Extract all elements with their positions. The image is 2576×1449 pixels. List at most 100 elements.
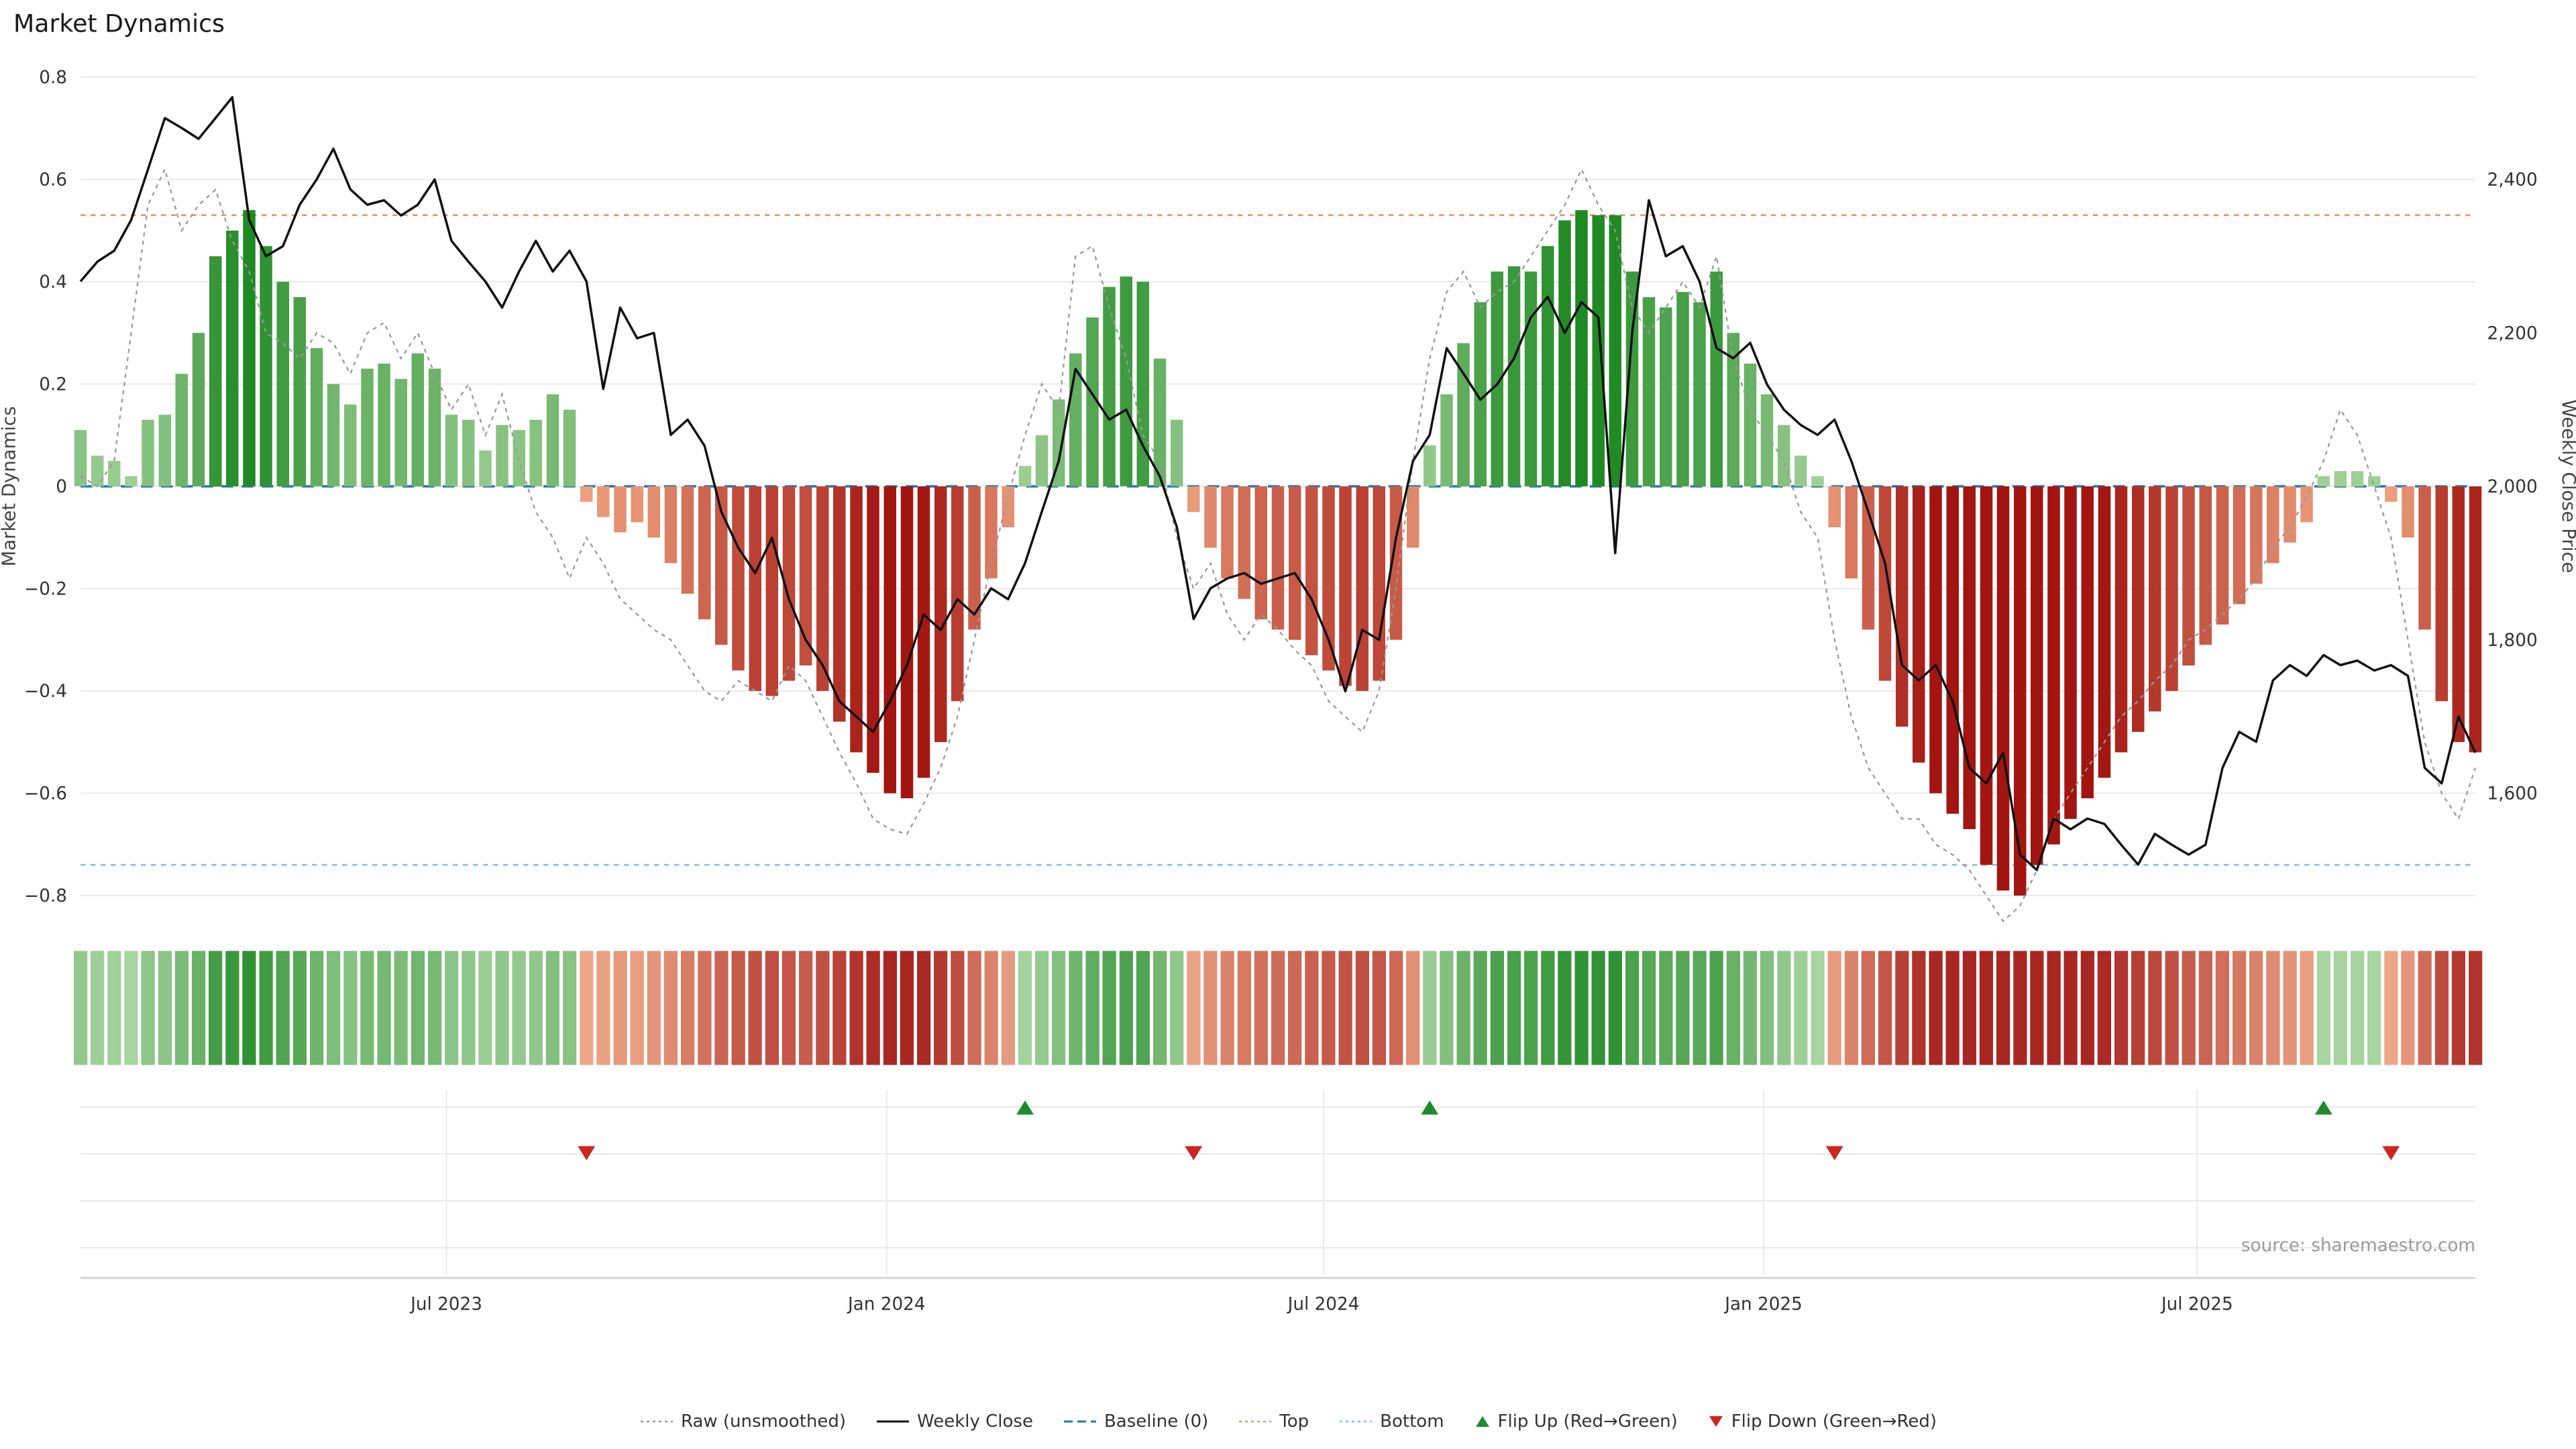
heatmap-cell bbox=[377, 951, 391, 1065]
dynamics-bar bbox=[934, 486, 947, 743]
heatmap-cell bbox=[1372, 951, 1386, 1065]
dynamics-bar bbox=[1676, 292, 1689, 486]
heatmap-cell bbox=[1659, 951, 1673, 1065]
dynamics-bar bbox=[108, 461, 121, 487]
dynamics-bar bbox=[1120, 276, 1132, 486]
flip-down-marker bbox=[1825, 1146, 1843, 1161]
heatmap-cell bbox=[1945, 951, 1960, 1065]
dynamics-bar bbox=[968, 486, 981, 630]
heatmap-cell bbox=[647, 951, 661, 1065]
dynamics-bar bbox=[125, 476, 138, 486]
heatmap-cell bbox=[1119, 951, 1133, 1065]
dynamics-bar bbox=[1710, 271, 1723, 486]
heatmap-cell bbox=[462, 951, 476, 1065]
heatmap-cell bbox=[242, 951, 256, 1065]
dynamics-bar bbox=[2267, 486, 2279, 564]
dynamics-bar bbox=[2317, 476, 2330, 486]
dynamics-bar bbox=[1474, 302, 1487, 486]
dynamics-bar bbox=[2284, 486, 2296, 543]
dynamics-bar bbox=[1221, 486, 1234, 579]
heatmap-cell bbox=[2080, 951, 2094, 1065]
legend-item-top: Top bbox=[1238, 1411, 1309, 1432]
dynamics-bar bbox=[1693, 302, 1706, 486]
dynamics-bar bbox=[175, 374, 188, 486]
dynamics-bar bbox=[1896, 486, 1909, 727]
dynamics-bar bbox=[951, 486, 964, 702]
flip-down-marker bbox=[578, 1146, 596, 1161]
legend-label-baseline-0: Baseline (0) bbox=[1104, 1411, 1209, 1432]
dynamics-bar bbox=[209, 256, 222, 487]
dynamics-bar bbox=[1289, 486, 1301, 640]
dynamics-bar bbox=[1592, 215, 1605, 486]
heatmap-cell bbox=[883, 951, 897, 1065]
dynamics-bar bbox=[1524, 271, 1538, 486]
heatmap-cell bbox=[2333, 951, 2347, 1065]
heatmap-cell bbox=[1254, 951, 1268, 1065]
dynamics-bar bbox=[1609, 215, 1621, 486]
heatmap-cell bbox=[2434, 951, 2449, 1065]
heatmap-cell bbox=[613, 951, 627, 1065]
dynamics-bar bbox=[546, 394, 559, 486]
heatmap-cell bbox=[2469, 951, 2483, 1065]
dynamics-bar bbox=[2452, 486, 2465, 743]
heatmap-cell bbox=[2047, 951, 2061, 1065]
heatmap-cell bbox=[1288, 951, 1302, 1065]
dynamics-bar bbox=[462, 419, 475, 486]
legend-label-flip-up-red-green: Flip Up (Red→Green) bbox=[1497, 1411, 1678, 1432]
dynamics-bar bbox=[1171, 419, 1183, 486]
dynamics-bar bbox=[1558, 220, 1571, 486]
heatmap-cell bbox=[2131, 951, 2145, 1065]
heatmap-cell bbox=[816, 951, 830, 1065]
dynamics-bar bbox=[732, 486, 745, 671]
dynamics-bar bbox=[2081, 486, 2094, 798]
heatmap-cell bbox=[1490, 951, 1504, 1065]
heatmap-cell bbox=[158, 951, 172, 1065]
heatmap-cell bbox=[2300, 951, 2314, 1065]
heatmap-cell bbox=[2063, 951, 2078, 1065]
dynamics-bar bbox=[2435, 486, 2448, 702]
heatmap-cell bbox=[495, 951, 509, 1065]
dynamics-bar bbox=[1542, 246, 1554, 486]
dynamics-bar bbox=[900, 486, 914, 798]
dynamics-bar bbox=[1507, 266, 1521, 486]
legend-swatch-flip-up-red-green bbox=[1475, 1416, 1489, 1427]
heatmap-cell bbox=[192, 951, 206, 1065]
dynamics-bar bbox=[327, 384, 340, 486]
dynamics-bar bbox=[2199, 486, 2212, 645]
legend-item-weekly-close: Weekly Close bbox=[875, 1411, 1033, 1432]
y-right-tick-label: 2,400 bbox=[2487, 170, 2538, 191]
legend-label-flip-down-green-red: Flip Down (Green→Red) bbox=[1731, 1411, 1937, 1432]
heatmap-cell bbox=[934, 951, 948, 1065]
source-credit: source: sharemaestro.com bbox=[2241, 1236, 2475, 1256]
dynamics-bar bbox=[664, 486, 678, 564]
heatmap-cell bbox=[2367, 951, 2381, 1065]
heatmap-cell bbox=[360, 951, 374, 1065]
heatmap-cell bbox=[1726, 951, 1740, 1065]
heatmap-cell bbox=[1861, 951, 1875, 1065]
heatmap-cell bbox=[529, 951, 543, 1065]
dynamics-bar bbox=[1760, 394, 1774, 486]
dynamics-bar bbox=[411, 353, 424, 486]
dynamics-bar bbox=[1356, 486, 1368, 691]
heatmap-cell bbox=[2384, 951, 2398, 1065]
dynamics-bar bbox=[276, 282, 289, 486]
dynamics-bar bbox=[91, 455, 104, 486]
heatmap-cell bbox=[1406, 951, 1420, 1065]
dynamics-bar bbox=[1457, 343, 1470, 486]
dynamics-bar bbox=[1929, 486, 1942, 794]
heatmap-cell bbox=[698, 951, 712, 1065]
heatmap-cell bbox=[2165, 951, 2179, 1065]
dynamics-bar bbox=[1103, 286, 1116, 487]
heatmap-cell bbox=[327, 951, 341, 1065]
heatmap-cell bbox=[1035, 951, 1049, 1065]
dynamics-bar bbox=[1373, 486, 1385, 681]
heatmap-cell bbox=[2351, 951, 2365, 1065]
dynamics-bar bbox=[2047, 486, 2060, 845]
dynamics-bar bbox=[631, 486, 643, 523]
heatmap-cell bbox=[2013, 951, 2027, 1065]
heatmap-cell bbox=[276, 951, 290, 1065]
heatmap-cell bbox=[1979, 951, 1993, 1065]
raw-line bbox=[80, 167, 2477, 922]
dynamics-bar bbox=[1187, 486, 1200, 513]
heatmap-cell bbox=[1574, 951, 1589, 1065]
